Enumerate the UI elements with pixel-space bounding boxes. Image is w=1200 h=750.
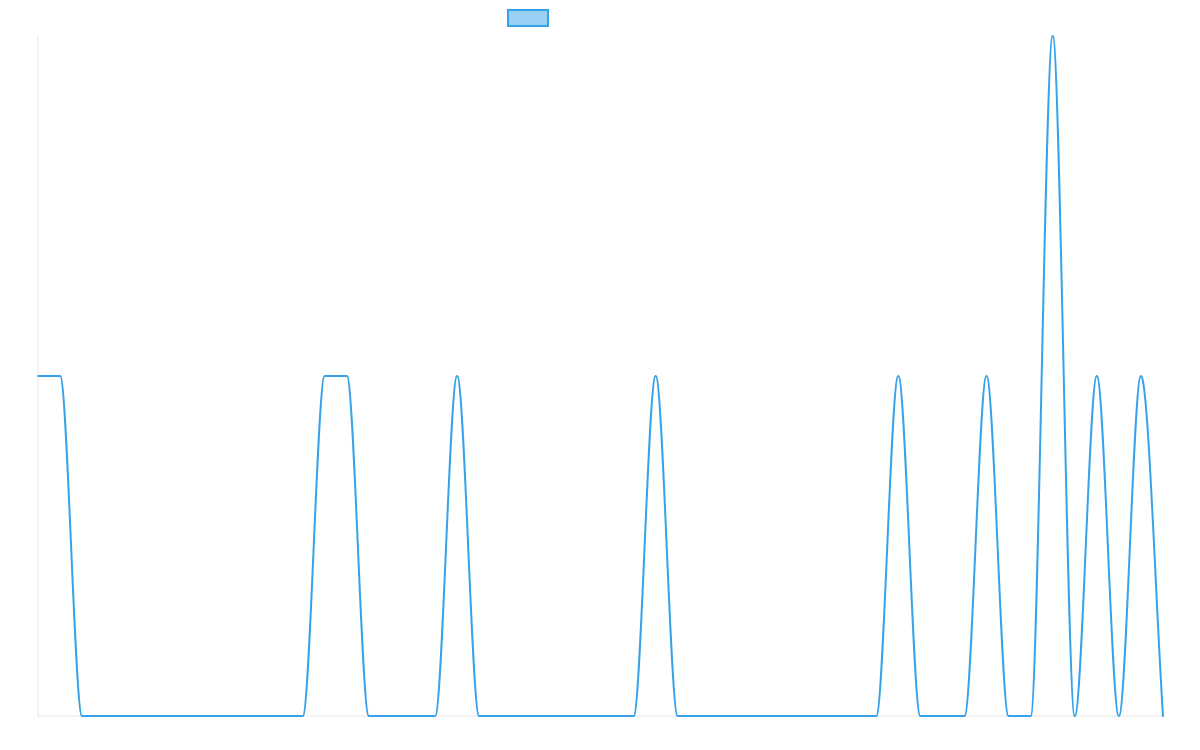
data-point-4[interactable]: [122, 712, 130, 720]
data-point-20[interactable]: [475, 712, 483, 720]
data-point-12[interactable]: [299, 712, 307, 720]
data-point-22[interactable]: [519, 712, 527, 720]
data-point-25[interactable]: [585, 712, 593, 720]
data-point-43[interactable]: [983, 372, 991, 380]
data-point-31[interactable]: [718, 712, 726, 720]
data-point-9[interactable]: [233, 712, 241, 720]
data-point-36[interactable]: [828, 712, 836, 720]
data-point-42[interactable]: [960, 712, 968, 720]
data-point-13[interactable]: [321, 372, 329, 380]
data-point-1[interactable]: [56, 372, 64, 380]
data-point-34[interactable]: [784, 712, 792, 720]
data-point-45[interactable]: [1027, 712, 1035, 720]
data-point-3[interactable]: [100, 712, 108, 720]
data-point-30[interactable]: [696, 712, 704, 720]
data-point-35[interactable]: [806, 712, 814, 720]
data-point-47[interactable]: [1071, 712, 1079, 720]
data-point-6[interactable]: [166, 712, 174, 720]
data-point-24[interactable]: [563, 712, 571, 720]
legend-swatch[interactable]: [507, 9, 549, 27]
data-point-27[interactable]: [630, 712, 638, 720]
data-point-28[interactable]: [652, 372, 660, 380]
data-point-2[interactable]: [78, 712, 86, 720]
data-point-19[interactable]: [453, 372, 461, 380]
data-point-32[interactable]: [740, 712, 748, 720]
data-point-37[interactable]: [850, 712, 858, 720]
data-point-8[interactable]: [210, 712, 218, 720]
series-line: [37, 35, 1164, 717]
data-point-40[interactable]: [916, 712, 924, 720]
legend[interactable]: [507, 9, 549, 27]
data-point-10[interactable]: [255, 712, 263, 720]
data-point-18[interactable]: [431, 712, 439, 720]
data-point-44[interactable]: [1005, 712, 1013, 720]
data-point-16[interactable]: [387, 712, 395, 720]
data-point-48[interactable]: [1093, 372, 1101, 380]
data-point-29[interactable]: [674, 712, 682, 720]
data-point-51[interactable]: [1159, 712, 1167, 720]
data-point-41[interactable]: [938, 712, 946, 720]
data-point-49[interactable]: [1115, 712, 1123, 720]
data-point-11[interactable]: [277, 712, 285, 720]
data-point-50[interactable]: [1137, 372, 1145, 380]
data-point-15[interactable]: [365, 712, 373, 720]
data-point-14[interactable]: [343, 372, 351, 380]
data-point-5[interactable]: [144, 712, 152, 720]
data-point-21[interactable]: [497, 712, 505, 720]
data-point-46[interactable]: [1049, 32, 1057, 40]
data-point-38[interactable]: [872, 712, 880, 720]
series-group: [34, 32, 1167, 720]
data-point-7[interactable]: [188, 712, 196, 720]
axes: [37, 36, 1163, 717]
data-point-26[interactable]: [608, 712, 616, 720]
data-point-17[interactable]: [409, 712, 417, 720]
data-point-23[interactable]: [541, 712, 549, 720]
data-point-0[interactable]: [34, 372, 42, 380]
data-point-39[interactable]: [894, 372, 902, 380]
data-point-33[interactable]: [762, 712, 770, 720]
